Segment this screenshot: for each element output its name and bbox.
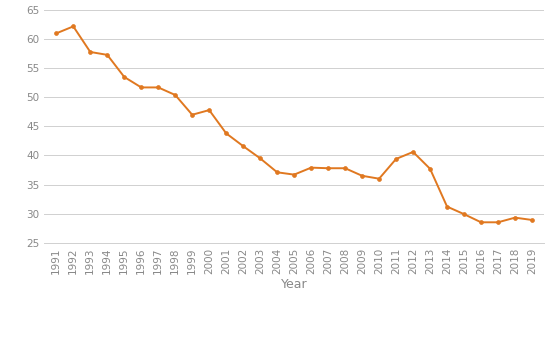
X-axis label: Year: Year	[281, 278, 307, 291]
